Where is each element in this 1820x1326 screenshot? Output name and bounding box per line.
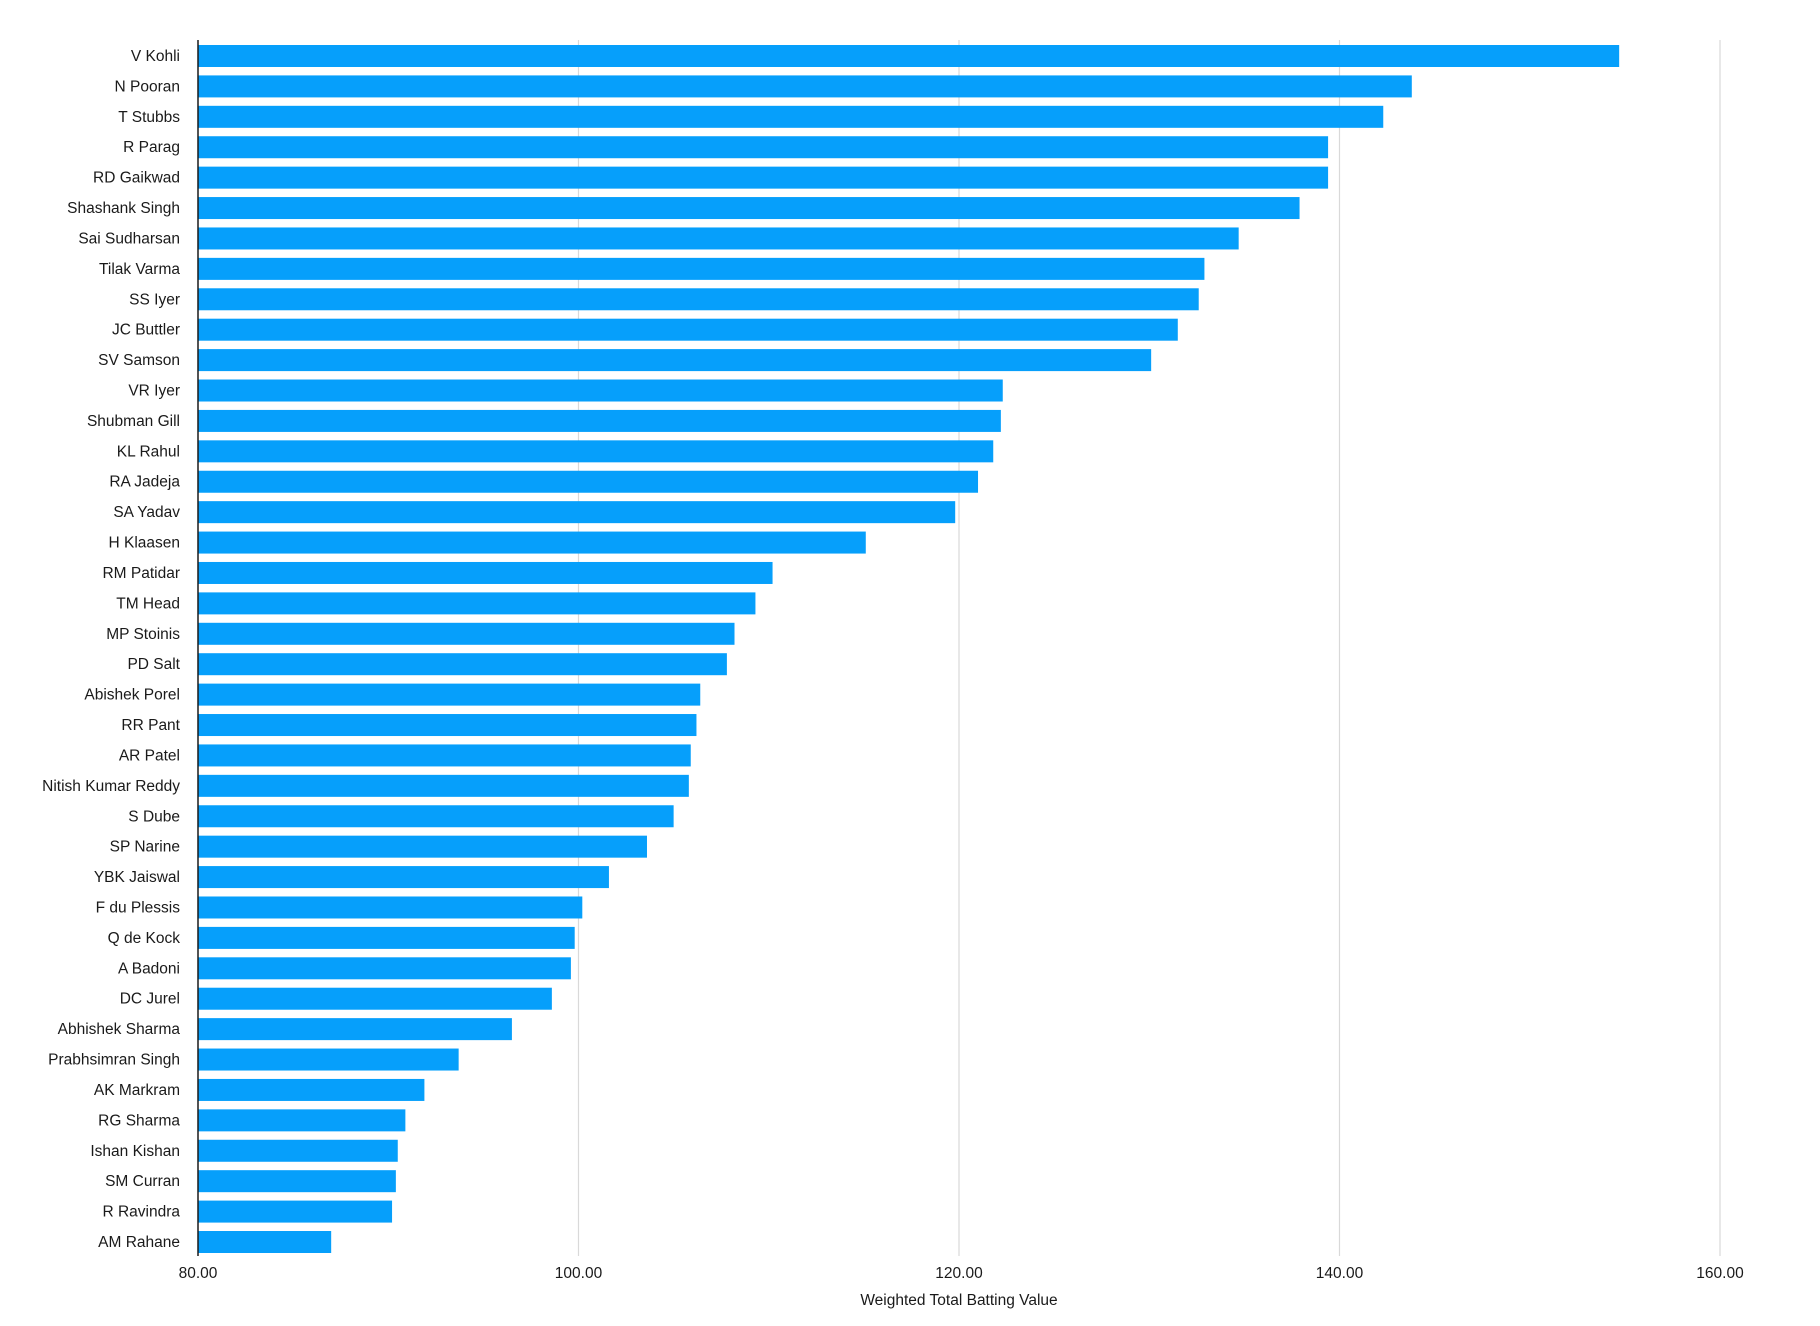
bar	[198, 592, 756, 615]
x-tick-label: 80.00	[179, 1265, 218, 1282]
bar	[198, 957, 571, 980]
x-axis-title: Weighted Total Batting Value	[860, 1292, 1057, 1309]
category-label: R Ravindra	[102, 1204, 180, 1221]
x-tick-labels: 80.00 100.00 120.00 140.00 160.00	[179, 1265, 1744, 1282]
gridlines	[577, 40, 1721, 1256]
category-label: RA Jadeja	[109, 474, 180, 491]
category-label: N Pooran	[115, 78, 180, 95]
bar	[198, 257, 1205, 280]
category-label: T Stubbs	[118, 109, 180, 126]
x-tick-label: 140.00	[1316, 1265, 1364, 1282]
bar	[198, 227, 1239, 250]
category-label: F du Plessis	[96, 899, 181, 916]
bar	[198, 166, 1329, 189]
bar	[198, 744, 691, 767]
bar	[198, 470, 979, 493]
category-label: Tilak Varma	[99, 261, 180, 278]
bar	[198, 75, 1412, 98]
category-label: SM Curran	[105, 1173, 180, 1190]
bar	[198, 349, 1152, 372]
bar	[198, 1018, 512, 1041]
bars	[198, 45, 1620, 1253]
x-tick-label: 160.00	[1696, 1265, 1744, 1282]
category-label: AM Rahane	[98, 1234, 180, 1251]
x-tick-label: 100.00	[555, 1265, 603, 1282]
category-label: AK Markram	[94, 1082, 180, 1099]
category-label: Ishan Kishan	[90, 1143, 180, 1160]
category-label: V Kohli	[131, 48, 180, 65]
category-label: S Dube	[128, 808, 180, 825]
bar	[198, 1139, 398, 1162]
bar	[198, 774, 689, 797]
category-label: TM Head	[116, 595, 180, 612]
bar	[198, 318, 1178, 341]
bar	[198, 440, 994, 463]
bar	[198, 805, 674, 828]
category-label: AR Patel	[119, 747, 180, 764]
bar	[198, 1078, 425, 1101]
bar	[198, 683, 701, 706]
bar	[198, 926, 575, 949]
category-label: Abishek Porel	[84, 687, 180, 704]
category-label: KL Rahul	[117, 443, 180, 460]
bar	[198, 653, 727, 676]
category-label: Shashank Singh	[67, 200, 180, 217]
category-label: DC Jurel	[120, 991, 180, 1008]
category-label: Sai Sudharsan	[78, 230, 180, 247]
bar	[198, 1200, 393, 1223]
bar	[198, 987, 552, 1010]
bar	[198, 1109, 406, 1132]
bar	[198, 896, 583, 919]
bar	[198, 714, 697, 737]
bar	[198, 501, 956, 524]
bar	[198, 561, 773, 584]
category-label: Q de Kock	[108, 930, 181, 947]
bar	[198, 409, 1001, 432]
category-label: SA Yadav	[113, 504, 180, 521]
bar	[198, 105, 1384, 128]
category-label: RM Patidar	[102, 565, 180, 582]
category-label: H Klaasen	[108, 535, 180, 552]
category-label: VR Iyer	[128, 383, 180, 400]
bar	[198, 288, 1199, 311]
bar	[198, 136, 1329, 159]
category-label: RR Pant	[121, 717, 180, 734]
category-label: R Parag	[123, 139, 180, 156]
bar	[198, 45, 1620, 67]
bar	[198, 622, 735, 645]
category-label: YBK Jaiswal	[94, 869, 180, 886]
category-label: Nitish Kumar Reddy	[42, 778, 180, 795]
category-label: RG Sharma	[98, 1112, 180, 1129]
bar	[198, 835, 647, 858]
category-label: MP Stoinis	[106, 626, 180, 643]
category-label: SP Narine	[110, 839, 180, 856]
category-label: A Badoni	[118, 960, 180, 977]
bar	[198, 197, 1300, 220]
category-label: RD Gaikwad	[93, 170, 180, 187]
category-label: Shubman Gill	[87, 413, 180, 430]
category-label: SV Samson	[98, 352, 180, 369]
category-label: PD Salt	[127, 656, 180, 673]
bar	[198, 1170, 396, 1193]
category-label: Abhishek Sharma	[58, 1021, 181, 1038]
category-label: SS Iyer	[129, 291, 180, 308]
x-tick-label: 120.00	[935, 1265, 983, 1282]
category-label: Prabhsimran Singh	[48, 1052, 180, 1069]
category-label: JC Buttler	[112, 322, 180, 339]
bar	[198, 1231, 332, 1253]
bar	[198, 531, 866, 554]
bar	[198, 379, 1003, 402]
bar	[198, 1048, 459, 1071]
category-labels: V Kohli N Pooran T Stubbs R Parag RD Gaikwad…	[42, 48, 181, 1251]
bar	[198, 866, 609, 889]
